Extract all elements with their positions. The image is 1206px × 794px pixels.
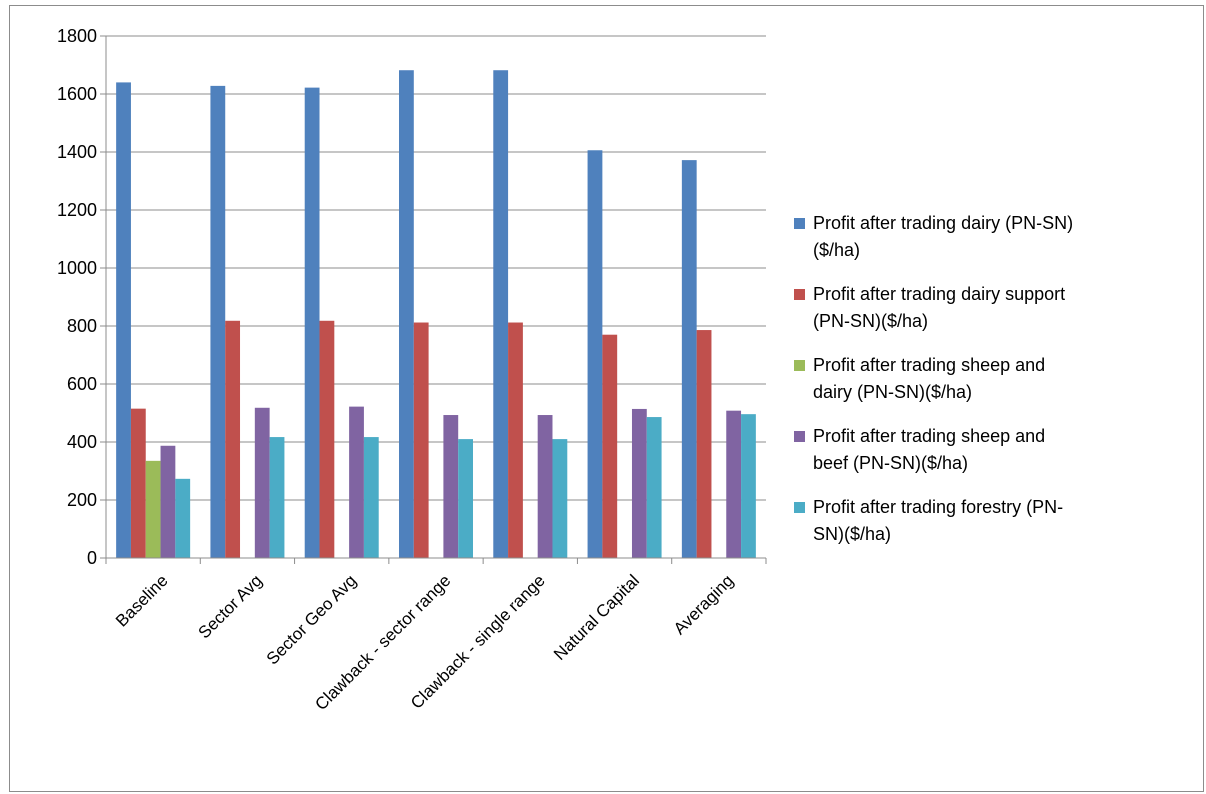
legend-swatch xyxy=(794,289,805,300)
legend-label-line: ($/ha) xyxy=(813,240,861,260)
bar xyxy=(696,330,712,558)
bar xyxy=(646,417,662,558)
bar xyxy=(493,70,509,558)
legend-swatch xyxy=(794,360,805,371)
bar xyxy=(254,407,270,558)
bar xyxy=(210,85,226,558)
bar xyxy=(363,437,379,558)
bar xyxy=(587,150,603,558)
legend-label-line: Profit after trading dairy support xyxy=(813,284,1066,304)
bar xyxy=(602,334,618,558)
legend-item: Profit after trading sheep and beef (PN-S… xyxy=(794,423,1194,477)
legend-label: Profit after trading sheep and beef (PN-S… xyxy=(813,423,1194,477)
y-tick-label: 1400 xyxy=(57,142,97,162)
x-category-label: Sector Avg xyxy=(195,571,266,642)
chart-legend: Profit after trading dairy (PN-SN) ($/ha)… xyxy=(794,210,1194,565)
legend-label: Profit after trading dairy (PN-SN) ($/ha) xyxy=(813,210,1194,264)
y-tick-label: 200 xyxy=(67,490,97,510)
bar xyxy=(130,408,146,558)
x-category-label: Averaging xyxy=(670,571,737,638)
bar xyxy=(508,322,523,558)
y-tick-label: 600 xyxy=(67,374,97,394)
legend-label: Profit after trading dairy support (PN-SN… xyxy=(813,281,1194,335)
bar xyxy=(413,322,429,558)
bar xyxy=(443,415,459,558)
bar xyxy=(399,70,414,558)
bar xyxy=(537,415,553,558)
legend-swatch xyxy=(794,502,805,513)
bar xyxy=(160,445,176,558)
bar xyxy=(681,160,697,558)
bar xyxy=(319,320,335,558)
legend-item: Profit after trading sheep and dairy (PN-… xyxy=(794,352,1194,406)
y-tick-label: 1200 xyxy=(57,200,97,220)
legend-label-line: Profit after trading sheep and xyxy=(813,355,1046,375)
bar xyxy=(741,414,756,558)
bar xyxy=(631,408,647,558)
legend-label-line: Profit after trading sheep and xyxy=(813,426,1046,446)
legend-item: Profit after trading forestry (PN- SN)($/… xyxy=(794,494,1194,548)
y-tick-label: 1000 xyxy=(57,258,97,278)
bar xyxy=(145,460,161,558)
bar xyxy=(552,439,568,558)
y-tick-label: 0 xyxy=(87,548,97,568)
bar xyxy=(175,478,191,558)
bar xyxy=(458,439,473,558)
bar xyxy=(225,320,241,558)
legend-swatch xyxy=(794,218,805,229)
y-tick-label: 1800 xyxy=(57,26,97,46)
legend-item: Profit after trading dairy (PN-SN) ($/ha) xyxy=(794,210,1194,264)
bar xyxy=(726,410,742,558)
x-category-label: Baseline xyxy=(112,571,172,631)
y-tick-label: 400 xyxy=(67,432,97,452)
legend-label-line: (PN-SN)($/ha) xyxy=(813,311,929,331)
bar xyxy=(116,82,131,559)
x-category-label: Natural Capital xyxy=(550,571,643,664)
legend-label: Profit after trading forestry (PN- SN)($/… xyxy=(813,494,1194,548)
y-tick-label: 800 xyxy=(67,316,97,336)
y-tick-label: 1600 xyxy=(57,84,97,104)
x-category-label: Sector Geo Avg xyxy=(263,571,360,668)
legend-label-line: beef (PN-SN)($/ha) xyxy=(813,453,969,473)
legend-label-line: Profit after trading dairy (PN-SN) xyxy=(813,213,1074,233)
legend-label-line: dairy (PN-SN)($/ha) xyxy=(813,382,973,402)
bar xyxy=(304,87,320,559)
legend-label: Profit after trading sheep and dairy (PN-… xyxy=(813,352,1194,406)
legend-label-line: Profit after trading forestry (PN- xyxy=(813,497,1064,517)
legend-swatch xyxy=(794,431,805,442)
bar xyxy=(269,437,285,558)
bar xyxy=(349,406,364,558)
legend-item: Profit after trading dairy support (PN-SN… xyxy=(794,281,1194,335)
legend-label-line: SN)($/ha) xyxy=(813,524,892,544)
